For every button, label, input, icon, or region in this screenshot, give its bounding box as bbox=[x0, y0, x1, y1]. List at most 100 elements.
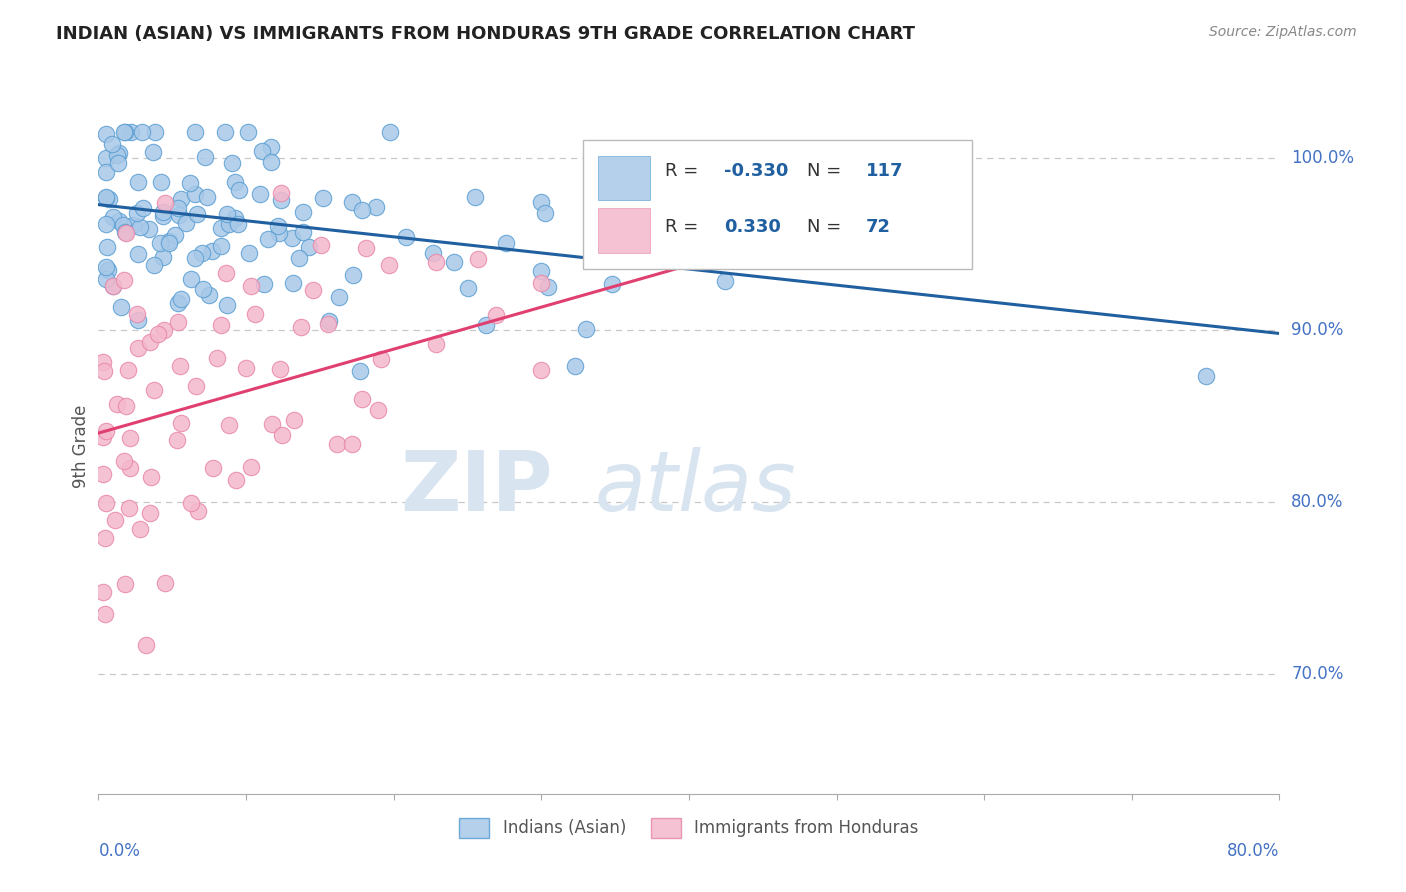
Point bbox=[215, 207, 238, 221]
Point bbox=[112, 454, 135, 468]
Point bbox=[370, 351, 392, 366]
Point bbox=[105, 147, 128, 161]
Point bbox=[191, 282, 214, 296]
Point bbox=[135, 638, 157, 652]
Point bbox=[218, 417, 240, 432]
Point bbox=[152, 205, 174, 219]
Text: 0.330: 0.330 bbox=[724, 218, 782, 235]
Point bbox=[139, 470, 162, 484]
Point bbox=[107, 156, 129, 170]
Point bbox=[530, 264, 553, 278]
Point bbox=[170, 416, 193, 430]
Point bbox=[167, 296, 190, 310]
Point bbox=[205, 351, 228, 365]
Point bbox=[96, 240, 118, 254]
Text: 117: 117 bbox=[866, 162, 904, 180]
Text: 0.0%: 0.0% bbox=[98, 842, 141, 860]
Point bbox=[290, 319, 312, 334]
Y-axis label: 9th Grade: 9th Grade bbox=[72, 404, 90, 488]
Point bbox=[198, 287, 221, 301]
Point bbox=[281, 230, 304, 244]
Point bbox=[457, 280, 479, 294]
Point bbox=[114, 399, 136, 413]
Text: INDIAN (ASIAN) VS IMMIGRANTS FROM HONDURAS 9TH GRADE CORRELATION CHART: INDIAN (ASIAN) VS IMMIGRANTS FROM HONDUR… bbox=[56, 25, 915, 43]
Point bbox=[191, 246, 214, 260]
Point bbox=[201, 460, 224, 475]
Point bbox=[352, 202, 374, 217]
Point bbox=[215, 266, 238, 280]
Point bbox=[101, 210, 124, 224]
Point bbox=[564, 359, 586, 373]
Point bbox=[103, 278, 125, 293]
Point bbox=[112, 126, 135, 140]
Text: N =: N = bbox=[807, 162, 846, 180]
Point bbox=[342, 268, 364, 282]
Text: R =: R = bbox=[665, 162, 704, 180]
Point bbox=[252, 145, 274, 159]
Point bbox=[91, 355, 114, 369]
Point bbox=[167, 201, 190, 215]
Point bbox=[602, 277, 624, 292]
Text: Source: ZipAtlas.com: Source: ZipAtlas.com bbox=[1209, 25, 1357, 39]
Point bbox=[259, 154, 281, 169]
Point bbox=[94, 190, 117, 204]
Text: 70.0%: 70.0% bbox=[1291, 665, 1344, 682]
Point bbox=[224, 175, 246, 189]
Point bbox=[270, 186, 292, 200]
Point bbox=[174, 216, 197, 230]
Point bbox=[221, 156, 243, 170]
Text: R =: R = bbox=[665, 218, 704, 235]
Point bbox=[91, 585, 114, 599]
Point bbox=[738, 226, 761, 240]
Point bbox=[163, 227, 186, 242]
Point bbox=[311, 237, 333, 252]
FancyBboxPatch shape bbox=[598, 156, 650, 201]
Point bbox=[142, 383, 165, 397]
Point bbox=[118, 431, 141, 445]
Text: -0.330: -0.330 bbox=[724, 162, 789, 180]
Point bbox=[209, 221, 232, 235]
Point bbox=[269, 226, 291, 240]
Point bbox=[350, 392, 373, 406]
Point bbox=[94, 127, 117, 141]
Text: N =: N = bbox=[807, 218, 846, 235]
Point bbox=[184, 126, 207, 140]
Point bbox=[94, 531, 117, 545]
Point bbox=[108, 146, 131, 161]
Point bbox=[166, 434, 188, 448]
Point bbox=[169, 359, 191, 373]
Point bbox=[152, 250, 174, 264]
Point bbox=[378, 258, 401, 272]
Point bbox=[142, 258, 165, 272]
Point bbox=[184, 251, 207, 265]
FancyBboxPatch shape bbox=[582, 140, 973, 268]
Point bbox=[243, 307, 266, 321]
Point bbox=[269, 361, 291, 376]
Point bbox=[139, 507, 162, 521]
Point bbox=[110, 300, 132, 314]
Legend: Indians (Asian), Immigrants from Honduras: Indians (Asian), Immigrants from Hondura… bbox=[453, 811, 925, 845]
Text: 100.0%: 100.0% bbox=[1291, 149, 1354, 167]
Point bbox=[120, 126, 142, 140]
Point bbox=[256, 231, 278, 245]
Point bbox=[152, 209, 174, 223]
Point bbox=[236, 126, 259, 140]
Point bbox=[422, 246, 444, 260]
Text: 90.0%: 90.0% bbox=[1291, 321, 1344, 339]
Text: 80.0%: 80.0% bbox=[1291, 493, 1344, 511]
Point bbox=[425, 255, 447, 269]
Text: atlas: atlas bbox=[595, 447, 796, 528]
Point bbox=[167, 208, 190, 222]
Point bbox=[180, 272, 202, 286]
Point bbox=[283, 412, 305, 426]
Point bbox=[167, 315, 190, 329]
Point bbox=[249, 186, 271, 201]
Point bbox=[349, 364, 371, 378]
Point bbox=[114, 126, 136, 140]
Point bbox=[240, 459, 263, 474]
Point bbox=[131, 126, 153, 140]
Point bbox=[91, 430, 114, 444]
Point bbox=[105, 397, 128, 411]
Point bbox=[425, 337, 447, 351]
Point bbox=[270, 193, 292, 207]
